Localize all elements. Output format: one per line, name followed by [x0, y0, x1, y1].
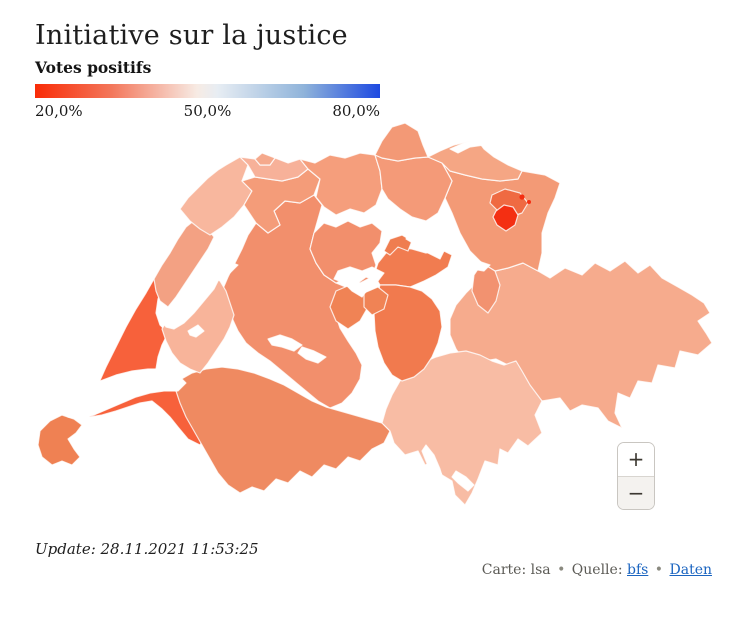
- lake-thunersee: [267, 334, 303, 352]
- lake-biel: [217, 260, 239, 276]
- legend-tick-max: 80,0%: [332, 102, 380, 120]
- switzerland-map[interactable]: [30, 113, 720, 523]
- canton-zh[interactable]: [374, 154, 453, 222]
- ai-exclave-2: [527, 200, 531, 204]
- canton-bl[interactable]: [239, 156, 309, 182]
- canton-tg[interactable]: [427, 140, 523, 182]
- ai-exclave-1: [519, 194, 525, 200]
- lake-lugano: [451, 470, 475, 492]
- attribution: Carte: lsa • Quelle: bfs • Daten: [482, 562, 712, 578]
- lake-maggiore: [421, 444, 445, 488]
- canton-gr[interactable]: [449, 260, 713, 429]
- daten-link[interactable]: Daten: [669, 562, 713, 578]
- lake-murten: [187, 324, 205, 338]
- map-container: [30, 113, 720, 523]
- page-title: Initiative sur la justice: [35, 20, 348, 51]
- canton-sh[interactable]: [374, 122, 429, 162]
- separator-dot: •: [557, 562, 566, 578]
- canton-nw[interactable]: [363, 286, 389, 316]
- canton-bs[interactable]: [254, 152, 276, 166]
- lake-zurichsee: [405, 230, 445, 260]
- zoom-in-button[interactable]: +: [618, 443, 654, 476]
- canton-gl[interactable]: [471, 262, 501, 314]
- update-timestamp: Update: 28.11.2021 11:53:25: [35, 540, 259, 558]
- canton-lu[interactable]: [309, 220, 383, 284]
- lake-leman: [57, 368, 187, 420]
- legend: Votes positifs 20,0% 50,0% 80,0%: [35, 58, 380, 120]
- canton-vs[interactable]: [175, 366, 391, 494]
- canton-ne[interactable]: [153, 218, 215, 308]
- canton-ge[interactable]: [37, 414, 83, 466]
- canton-ai[interactable]: [492, 204, 519, 232]
- separator-dot: •: [654, 562, 664, 578]
- source-label: Quelle:: [571, 562, 623, 578]
- lake-bodensee: [449, 132, 551, 156]
- canton-ur[interactable]: [373, 284, 443, 382]
- canton-zg[interactable]: [383, 234, 413, 256]
- lake-brienzersee: [297, 346, 327, 364]
- lake-neuchatel: [161, 270, 221, 330]
- legend-label: Votes positifs: [35, 58, 152, 77]
- zoom-controls: + −: [617, 442, 655, 510]
- legend-gradient-bar: [35, 84, 380, 98]
- bfs-link[interactable]: bfs: [627, 562, 649, 578]
- lake-walensee: [465, 260, 491, 272]
- lake-vierwaldstaettersee: [333, 266, 385, 298]
- legend-tick-mid: 50,0%: [183, 102, 232, 120]
- zoom-out-button[interactable]: −: [618, 476, 654, 509]
- legend-tick-min: 20,0%: [35, 102, 83, 120]
- legend-ticks: 20,0% 50,0% 80,0%: [35, 102, 380, 120]
- map-credit: Carte: lsa: [481, 562, 551, 578]
